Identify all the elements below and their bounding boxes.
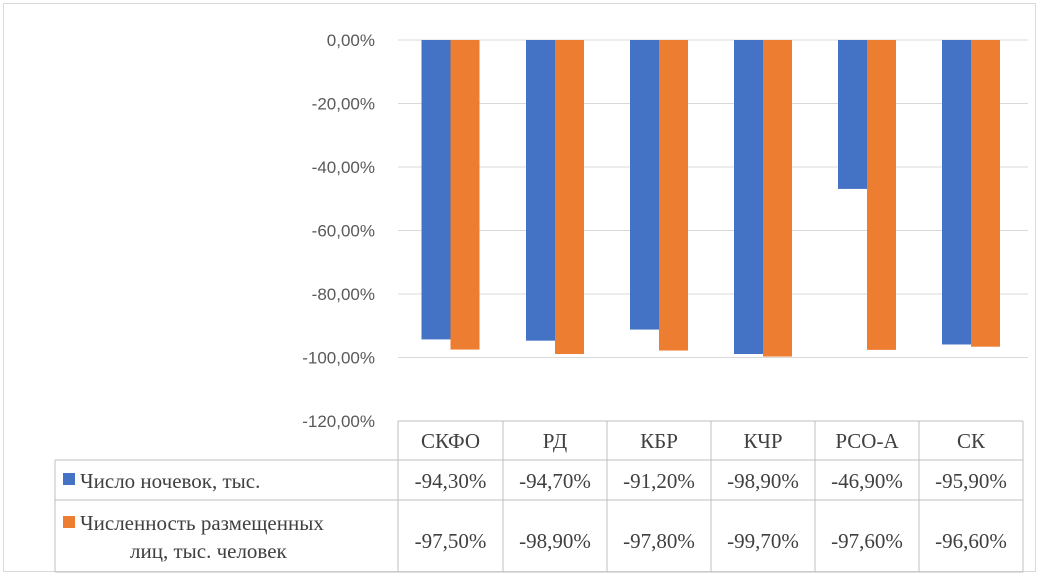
data-label: -97,80% xyxy=(623,529,695,553)
data-label: -97,50% xyxy=(415,529,487,553)
y-tick-label: -40,00% xyxy=(312,158,375,177)
bar-nights xyxy=(734,40,763,355)
data-label: -94,70% xyxy=(519,469,591,493)
category-label: СК xyxy=(957,429,986,453)
legend-key-guests xyxy=(63,516,75,528)
bar-guests xyxy=(555,40,584,355)
bar-guests xyxy=(971,40,1000,347)
y-tick-label: -20,00% xyxy=(312,95,375,114)
bar-nights xyxy=(630,40,659,330)
bar-guests xyxy=(659,40,688,351)
data-label: -96,60% xyxy=(935,529,1007,553)
y-tick-label: -100,00% xyxy=(302,349,375,368)
data-label: -98,90% xyxy=(727,469,799,493)
category-label: РД xyxy=(543,429,567,453)
data-label: -97,60% xyxy=(831,529,903,553)
bar-guests xyxy=(867,40,896,350)
y-tick-label: -80,00% xyxy=(312,285,375,304)
y-tick-label: -60,00% xyxy=(312,222,375,241)
y-tick-label: 0,00% xyxy=(327,31,375,50)
category-label: СКФО xyxy=(421,429,480,453)
legend-label: лиц, тыс. человек xyxy=(130,539,288,563)
legend-key-nights xyxy=(63,473,75,485)
bar-guests xyxy=(763,40,792,357)
data-label: -46,90% xyxy=(831,469,903,493)
category-label: КЧР xyxy=(743,429,782,453)
category-label: КБР xyxy=(640,429,678,453)
legend-label: Численность размещенных xyxy=(80,511,324,535)
bar-guests xyxy=(450,40,480,350)
category-label: РСО-А xyxy=(835,429,899,453)
bar-nights xyxy=(421,40,451,340)
bar-nights xyxy=(942,40,971,345)
legend-label: Число ночевок, тыс. xyxy=(80,469,260,493)
data-label: -98,90% xyxy=(519,529,591,553)
data-label: -95,90% xyxy=(935,469,1007,493)
data-label: -91,20% xyxy=(623,469,695,493)
y-tick-label: -120,00% xyxy=(302,412,375,431)
data-label: -94,30% xyxy=(415,469,487,493)
data-label: -99,70% xyxy=(727,529,799,553)
bar-nights xyxy=(526,40,555,341)
bar-nights xyxy=(838,40,867,189)
